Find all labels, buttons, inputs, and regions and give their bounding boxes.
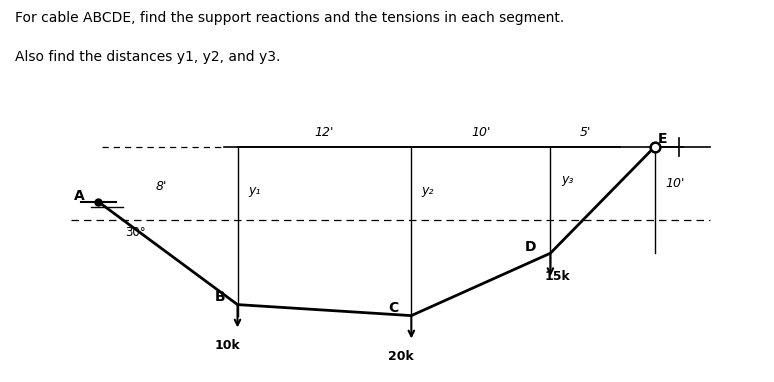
Text: 10': 10'	[471, 126, 491, 139]
Text: y₁: y₁	[248, 184, 260, 197]
Text: For cable ABCDE, find the support reactions and the tensions in each segment.: For cable ABCDE, find the support reacti…	[15, 11, 565, 26]
Text: 5': 5'	[580, 126, 591, 139]
Text: y₂: y₂	[422, 184, 434, 197]
Text: Also find the distances y1, y2, and y3.: Also find the distances y1, y2, and y3.	[15, 50, 281, 64]
Text: y₃: y₃	[561, 173, 574, 186]
Text: 20k: 20k	[388, 350, 414, 364]
Text: 10': 10'	[665, 177, 684, 190]
Text: E: E	[658, 132, 668, 146]
Text: B: B	[214, 290, 225, 304]
Text: 10k: 10k	[214, 340, 240, 353]
Text: 8': 8'	[156, 180, 166, 193]
Text: 12': 12'	[315, 126, 334, 139]
Text: 15k: 15k	[544, 270, 570, 283]
Text: 30°: 30°	[125, 226, 146, 239]
Text: D: D	[525, 240, 536, 254]
Text: C: C	[389, 301, 399, 315]
Text: A: A	[74, 189, 84, 203]
